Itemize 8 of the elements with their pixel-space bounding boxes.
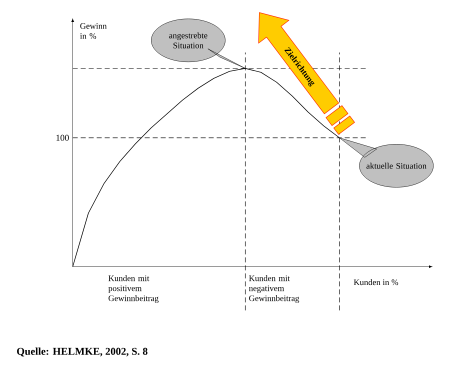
- x-axis-title: Kunden in %: [354, 279, 398, 286]
- source-note: Quelle: HELMKE, 2002, S. 8: [17, 348, 148, 356]
- text: Kunden mit negativem Gewinnbeitrag: [248, 275, 300, 303]
- text: angestrebte Situation: [169, 32, 208, 48]
- annotation: 100: [56, 134, 69, 141]
- text: aktuelle Situation: [366, 162, 426, 169]
- y-axis-title: Gewinn in %: [80, 23, 107, 39]
- text: Kunden mit positivem Gewinnbeitrag: [108, 275, 159, 303]
